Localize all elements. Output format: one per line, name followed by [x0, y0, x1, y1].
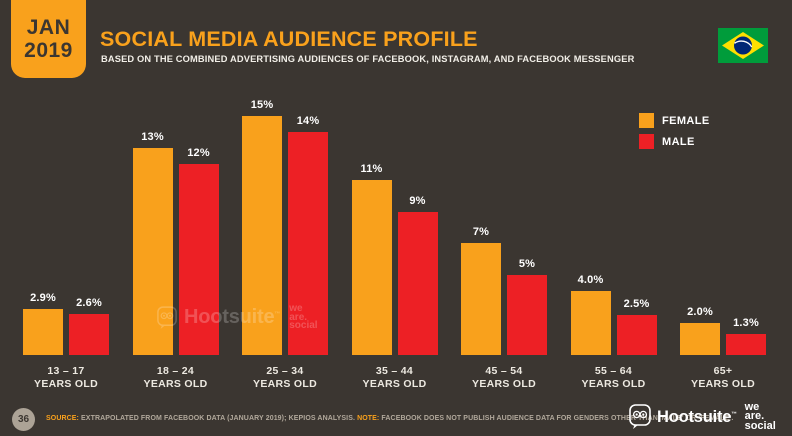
category-label: 35 – 44 YEARS OLD: [362, 365, 427, 390]
date-badge-month: JAN: [26, 16, 71, 39]
bar-male-35–44: [397, 212, 438, 355]
source-note-text: SOURCE: EXTRAPOLATED FROM FACEBOOK DATA …: [46, 415, 733, 422]
footer-logos: Hootsuite™ we are. social: [629, 401, 776, 432]
bar-male-65+: [726, 334, 766, 355]
bar-female-45–54: [461, 243, 501, 355]
hootsuite-owl-icon: [157, 306, 177, 329]
hootsuite-owl-icon: [629, 404, 651, 430]
bar-female-13–17: [23, 309, 63, 355]
bar-value-label: 5%: [518, 258, 536, 270]
bar-value-label: 7%: [472, 226, 490, 238]
bar-value-label: 4.0%: [577, 274, 604, 286]
legend-swatch-female: [639, 113, 654, 128]
bar-female-25–34: [242, 116, 282, 355]
source-text: EXTRAPOLATED FROM FACEBOOK DATA (JANUARY…: [78, 415, 358, 422]
bar-value-label: 9%: [409, 195, 426, 207]
bar-female-55–64: [570, 291, 611, 355]
legend-swatch-male: [639, 134, 654, 149]
legend-item-male: MALE: [639, 134, 710, 149]
bar-value-label: 13%: [141, 131, 164, 143]
bar-value-label: 11%: [360, 163, 383, 175]
legend-item-female: FEMALE: [639, 113, 710, 128]
watermark-hootsuite-logo: Hootsuite™: [184, 306, 281, 329]
page-subtitle: BASED ON THE COMBINED ADVERTISING AUDIEN…: [101, 54, 635, 64]
bar-male-18–24: [178, 164, 219, 355]
bar-female-35–44: [351, 180, 392, 355]
bar-male-45–54: [507, 275, 547, 355]
bar-value-label: 2.6%: [76, 297, 102, 309]
trademark-symbol: ™: [274, 311, 281, 318]
date-badge: JAN 2019: [11, 0, 86, 78]
bar-male-13–17: [69, 314, 109, 355]
date-badge-year: 2019: [24, 39, 73, 62]
hootsuite-logo-text: Hootsuite™: [657, 407, 737, 426]
bar-value-label: 1.3%: [733, 317, 759, 329]
chart-legend: FEMALE MALE: [639, 113, 710, 155]
bar-male-25–34: [288, 132, 328, 355]
bar-female-65+: [680, 323, 720, 355]
page-number-badge: 36: [12, 408, 35, 431]
watermark-wearesocial-logo: we are. social: [289, 303, 318, 332]
note-text: FACEBOOK DOES NOT PUBLISH AUDIENCE DATA …: [379, 415, 734, 422]
category-label: 13 – 17 YEARS OLD: [34, 365, 98, 390]
category-label: 55 – 64 YEARS OLD: [581, 365, 646, 390]
bar-value-label: 2.0%: [687, 306, 713, 318]
wearesocial-logo: we are. social: [744, 401, 776, 432]
bar-value-label: 2.9%: [30, 292, 56, 304]
brazil-flag: [718, 28, 768, 63]
bar-value-label: 15%: [250, 99, 274, 111]
trademark-symbol: ™: [731, 411, 737, 418]
bar-male-55–64: [616, 315, 657, 355]
category-label: 65+ YEARS OLD: [691, 365, 755, 390]
source-label: SOURCE:: [46, 415, 79, 422]
category-label: 18 – 24 YEARS OLD: [143, 365, 208, 390]
bar-value-label: 14%: [296, 115, 320, 127]
bar-value-label: 12%: [187, 147, 210, 159]
watermark: Hootsuite™ we are. social: [157, 303, 318, 332]
legend-label: FEMALE: [662, 114, 710, 127]
note-label: NOTE:: [357, 415, 380, 422]
legend-label: MALE: [662, 135, 695, 148]
page-title: SOCIAL MEDIA AUDIENCE PROFILE: [100, 27, 478, 51]
bar-female-18–24: [132, 148, 173, 355]
category-label: 25 – 34 YEARS OLD: [253, 365, 317, 390]
category-label: 45 – 54 YEARS OLD: [472, 365, 536, 390]
bar-value-label: 2.5%: [623, 298, 650, 310]
